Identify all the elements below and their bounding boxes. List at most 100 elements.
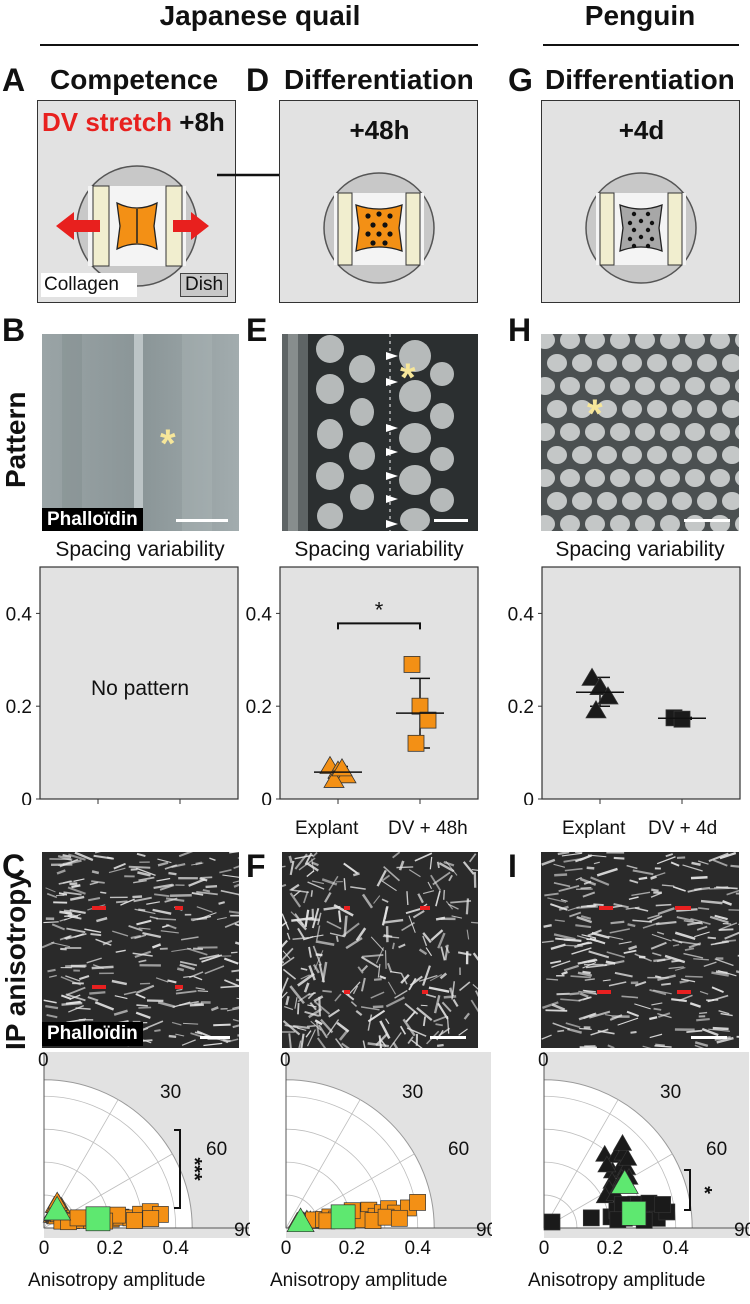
panel-letter-h: H	[508, 312, 532, 348]
data-point-square	[407, 734, 425, 752]
scale-bar-h	[684, 519, 730, 522]
data-point-square	[403, 656, 421, 673]
spacing-title-h: Spacing variability	[555, 538, 725, 561]
data-point-triangle	[612, 1133, 633, 1151]
panel-letter-f: F	[246, 848, 266, 884]
data-point-square	[654, 1196, 671, 1213]
y-tick-label: 0.4	[508, 604, 535, 625]
r-tick-label: 0.4	[163, 1238, 190, 1259]
micrograph-i	[541, 852, 739, 1048]
dv-stretch-label: DV stretch	[42, 107, 173, 137]
significance-bracket	[337, 622, 421, 630]
mean-point-square	[330, 1204, 356, 1230]
data-point-triangle	[589, 676, 611, 696]
y-tick-label: 0	[523, 790, 534, 805]
data-point-square	[390, 1209, 408, 1227]
micrograph-h: *	[541, 334, 739, 531]
r-tick-label: 0	[281, 1238, 292, 1259]
scale-bar-c	[200, 1036, 230, 1039]
r-tick-label: 0.2	[339, 1238, 365, 1259]
r-tick-label: 0.2	[597, 1238, 623, 1259]
panel-title-d: Differentiation	[284, 64, 474, 95]
angle-tick-label: 30	[402, 1082, 423, 1103]
data-point-triangle	[597, 1155, 617, 1173]
data-point-square	[409, 1194, 426, 1211]
scale-bar-e	[434, 519, 468, 522]
panel-letter-e: E	[246, 312, 268, 348]
micrograph-f	[282, 852, 478, 1048]
angle-tick-label: 0	[38, 1050, 49, 1071]
category-explant-h: Explant	[562, 818, 626, 839]
significance-marker: *	[693, 1186, 715, 1194]
data-point-square	[125, 1212, 143, 1229]
scale-bar-i	[691, 1036, 727, 1039]
panel-letter-i: I	[508, 848, 517, 884]
explant-diagram-a	[56, 165, 209, 287]
polar-ring	[543, 1095, 677, 1229]
r-tick-label: 0.4	[405, 1238, 432, 1259]
data-point-square	[69, 1209, 87, 1227]
data-point-triangle	[597, 686, 619, 705]
panel-title-a: Competence	[50, 64, 219, 95]
data-point-square	[142, 1210, 160, 1227]
y-tick-label: 0	[261, 790, 272, 805]
mean-point-triangle	[286, 1207, 315, 1233]
r-tick-label: 0.4	[663, 1238, 690, 1259]
polar-axis-label-i: Anisotropy amplitude	[528, 1270, 706, 1291]
micrograph-e: *	[282, 334, 478, 531]
angle-tick-label: 90	[734, 1220, 750, 1241]
row-label-pattern: Pattern	[0, 391, 31, 488]
schematic-d: +48h	[279, 100, 478, 303]
spacing-plot-h: 0 0.2 0.4	[508, 566, 741, 805]
polar-quadrant	[285, 1079, 435, 1229]
mean-point-triangle	[43, 1195, 72, 1221]
pattern-asterisk-h: *	[587, 392, 603, 436]
polar-spoke	[543, 1099, 619, 1229]
stain-label-b: Phalloïdin	[42, 508, 143, 531]
scale-bar-f	[430, 1036, 466, 1039]
spacing-plot-e: 0 0.2 0.4 *	[246, 566, 479, 805]
panel-letter-c: C	[2, 848, 26, 884]
explant-diagram-d	[323, 172, 435, 284]
spacing-plot-b: 0 0.2 0.4	[6, 566, 239, 805]
panel-letter-a: A	[2, 62, 26, 98]
category-dv48-e: DV + 48h	[388, 818, 468, 839]
data-point-square	[673, 710, 691, 728]
polar-ring	[543, 1194, 578, 1229]
r-tick-label: 0	[539, 1238, 550, 1259]
data-point-triangle	[581, 667, 603, 686]
data-point-square	[543, 1213, 561, 1231]
time-label-a: +8h	[179, 107, 225, 137]
r-tick-label: 0	[39, 1238, 50, 1259]
y-tick-label: 0.2	[508, 697, 534, 718]
data-point-square	[582, 1209, 600, 1227]
angle-tick-label: 0	[280, 1050, 291, 1071]
row-label-anisotropy: IP anisotropy	[0, 873, 31, 1050]
polar-axis-label-c: Anisotropy amplitude	[28, 1270, 206, 1291]
y-tick-label: 0	[21, 790, 32, 805]
header-quail: Japanese quail	[159, 0, 361, 31]
polar-ring	[43, 1095, 177, 1229]
time-label-d: +48h	[349, 115, 410, 145]
data-point-triangle	[323, 769, 345, 788]
data-point-square	[419, 711, 437, 729]
collagen-label: Collagen	[41, 273, 137, 297]
r-tick-label: 0.2	[97, 1238, 123, 1259]
category-dv4d-h: DV + 4d	[648, 818, 718, 839]
angle-tick-label: 60	[706, 1139, 727, 1160]
panel-letter-d: D	[246, 62, 270, 98]
data-point-triangle	[618, 1148, 638, 1166]
polar-quadrant	[43, 1079, 193, 1229]
polar-spoke	[285, 1099, 361, 1229]
dish-label: Dish	[180, 273, 229, 297]
no-pattern-label: No pattern	[90, 677, 190, 700]
mean-point-triangle	[610, 1169, 639, 1194]
stain-label-c: Phalloïdin	[42, 1022, 143, 1046]
mean-point-square	[621, 1201, 647, 1226]
mean-point-square	[85, 1206, 111, 1232]
y-tick-label: 0.2	[6, 697, 32, 718]
scale-bar-b	[176, 519, 228, 522]
header-penguin-line	[543, 44, 739, 46]
polar-plot-c: 0 30 60 90 0 0.2 0.4 ***	[38, 1050, 250, 1259]
y-tick-label: 0.2	[246, 697, 272, 718]
